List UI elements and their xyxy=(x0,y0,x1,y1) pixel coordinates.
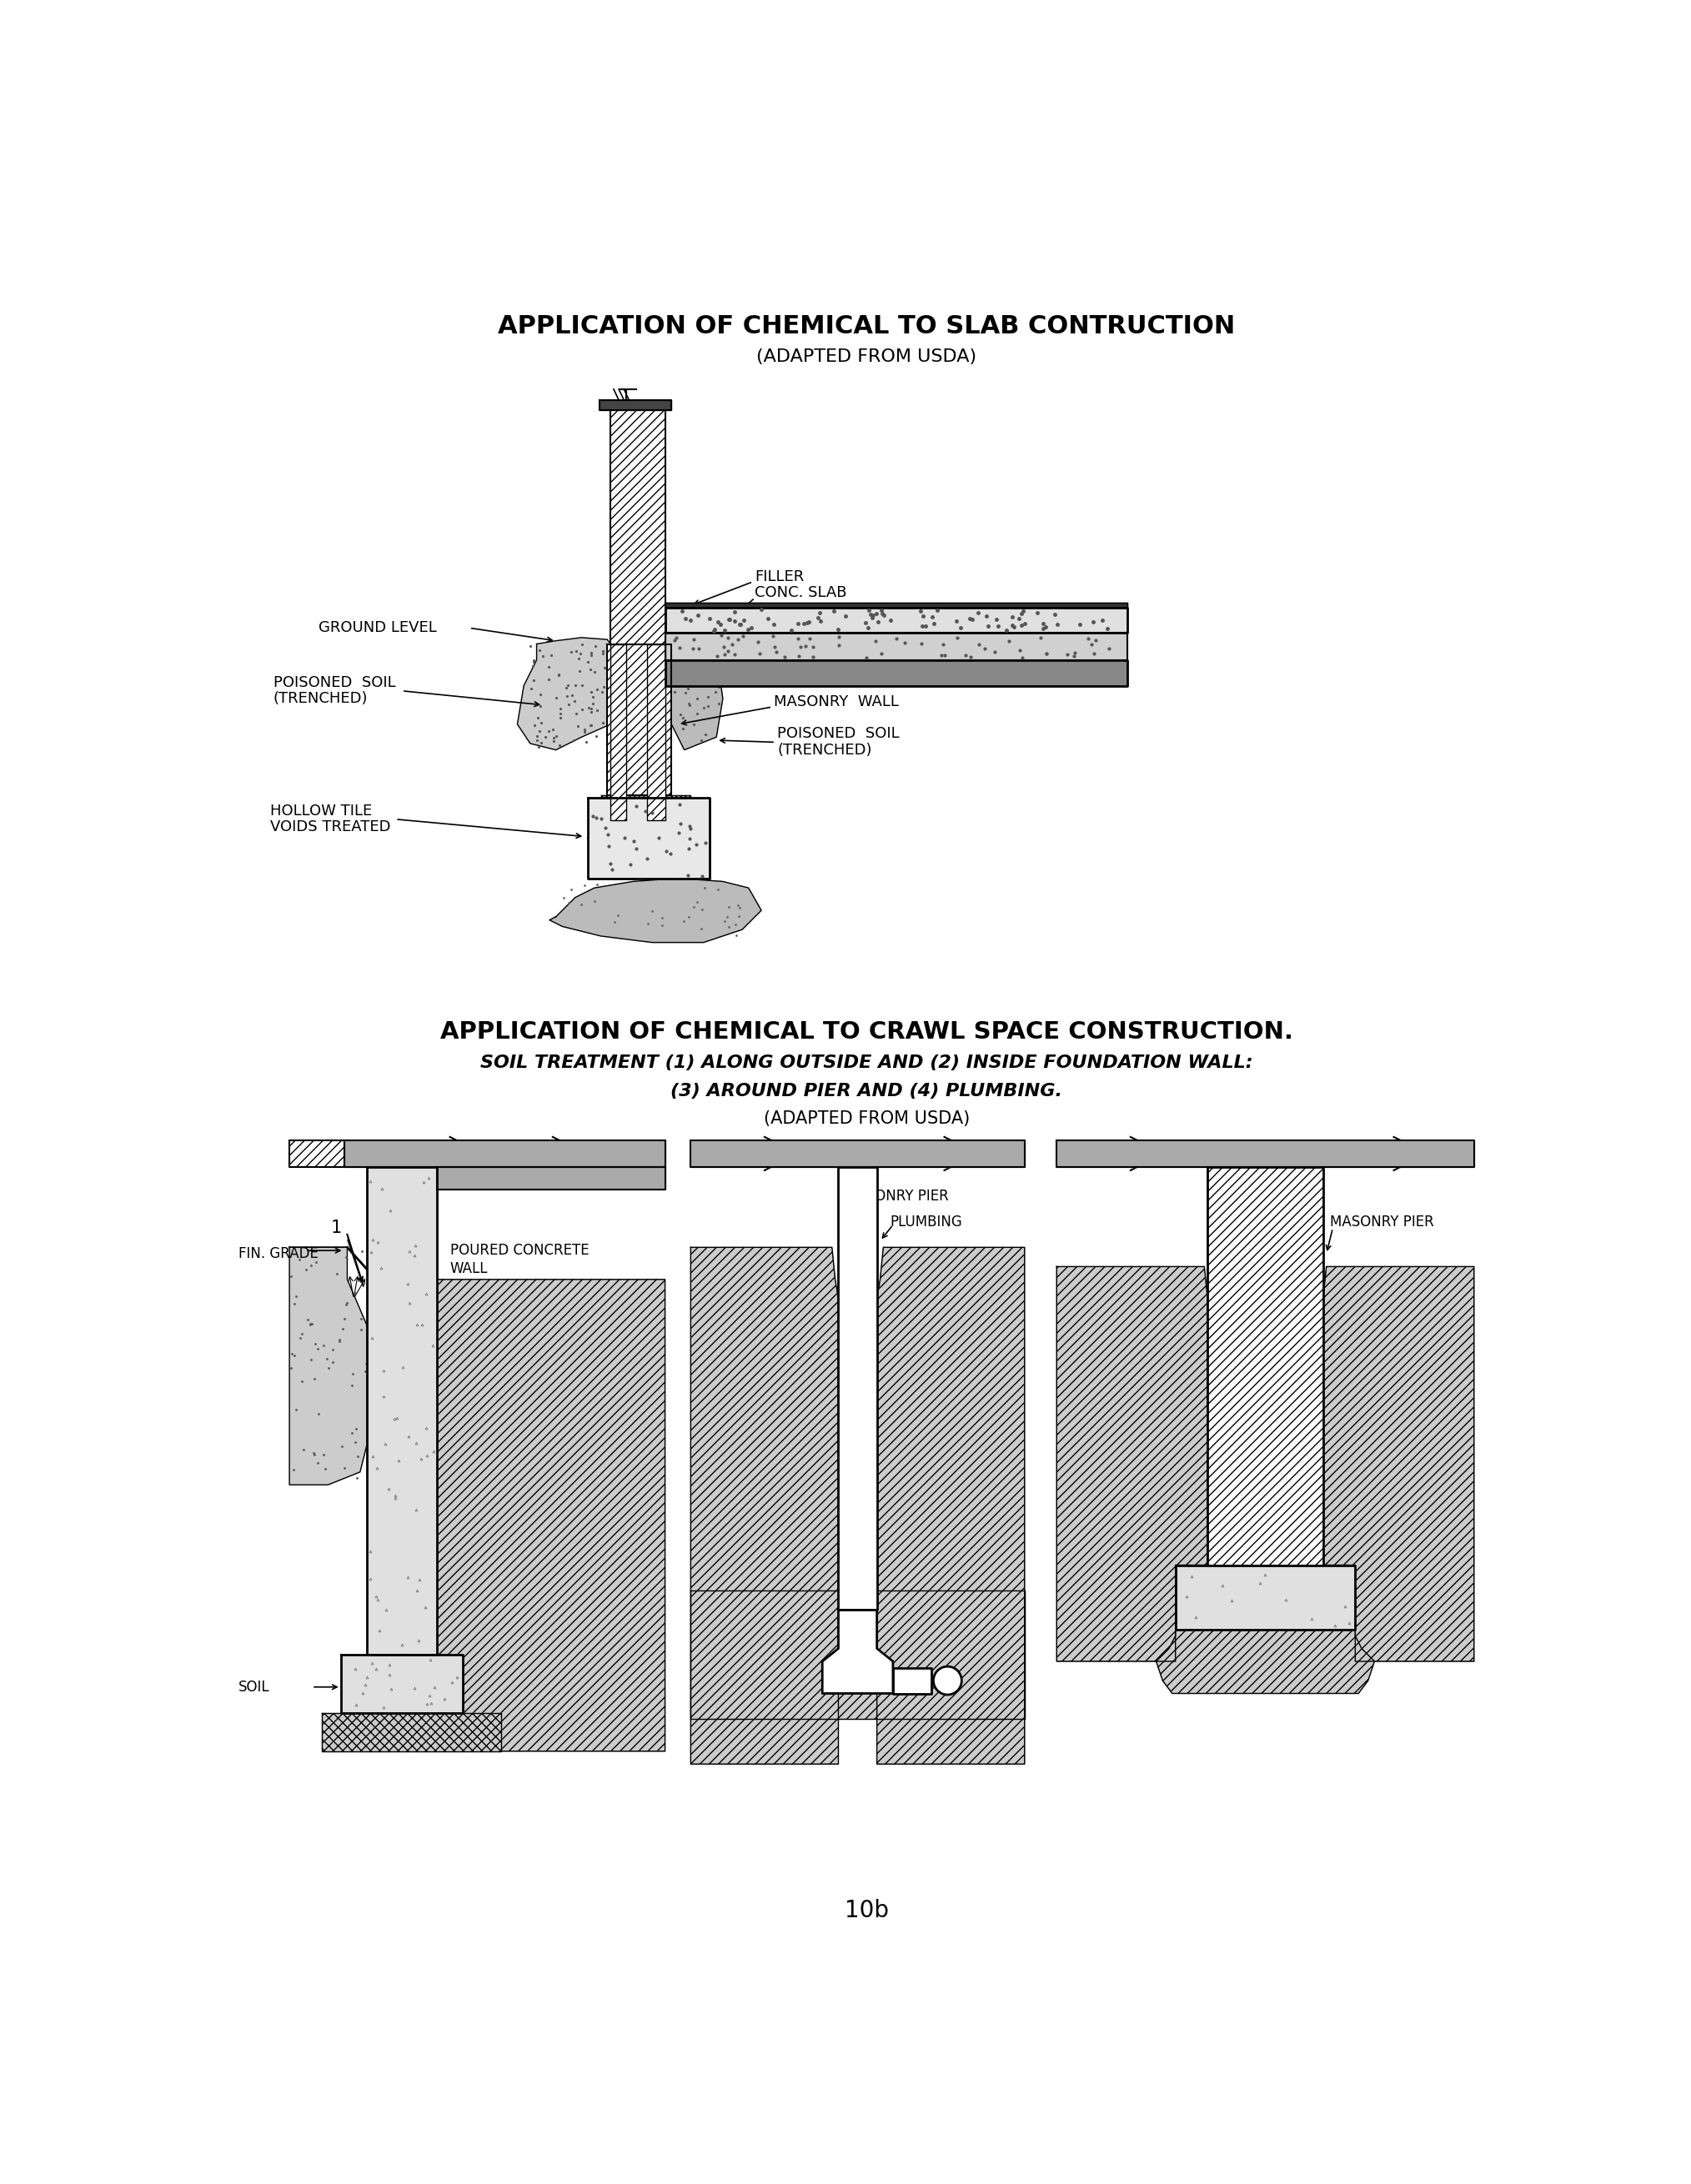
Text: HOLLOW TILE: HOLLOW TILE xyxy=(271,804,372,819)
Polygon shape xyxy=(1322,1267,1475,1662)
Text: POISONED  SOIL: POISONED SOIL xyxy=(778,727,900,740)
Polygon shape xyxy=(690,1140,1025,1166)
Polygon shape xyxy=(1175,1566,1354,1629)
Polygon shape xyxy=(690,1247,839,1765)
Polygon shape xyxy=(610,404,665,644)
Polygon shape xyxy=(550,878,761,943)
Text: MASONRY  WALL: MASONRY WALL xyxy=(774,695,900,710)
Text: 3: 3 xyxy=(1140,1524,1152,1542)
Text: FIN. GRADE: FIN. GRADE xyxy=(238,1247,318,1262)
Polygon shape xyxy=(436,1166,665,1190)
Polygon shape xyxy=(600,795,690,797)
Text: APPLICATION OF CHEMICAL TO CRAWL SPACE CONSTRUCTION.: APPLICATION OF CHEMICAL TO CRAWL SPACE C… xyxy=(440,1020,1294,1044)
Polygon shape xyxy=(665,607,1128,633)
Text: (ADAPTED FROM USDA): (ADAPTED FROM USDA) xyxy=(756,349,977,365)
Polygon shape xyxy=(665,603,1128,607)
Text: FILLER: FILLER xyxy=(754,570,805,583)
Text: GROUND LEVEL: GROUND LEVEL xyxy=(318,620,436,636)
Polygon shape xyxy=(517,638,610,749)
Polygon shape xyxy=(607,644,671,795)
Text: 2: 2 xyxy=(457,1304,467,1319)
Text: POURED CONCRETE: POURED CONCRETE xyxy=(450,1243,588,1258)
Polygon shape xyxy=(610,644,626,821)
Polygon shape xyxy=(436,1280,665,1752)
Text: PLUMBING: PLUMBING xyxy=(1253,1188,1324,1203)
Text: 4: 4 xyxy=(910,1557,920,1572)
Polygon shape xyxy=(648,644,665,821)
Text: APPLICATION OF CHEMICAL TO SLAB CONTRUCTION: APPLICATION OF CHEMICAL TO SLAB CONTRUCT… xyxy=(497,314,1236,339)
Polygon shape xyxy=(665,633,722,749)
Polygon shape xyxy=(610,644,626,821)
Polygon shape xyxy=(1207,1166,1322,1566)
Polygon shape xyxy=(600,400,671,411)
Text: (TRENCHED): (TRENCHED) xyxy=(274,690,369,705)
Text: MASONRY PIER: MASONRY PIER xyxy=(1329,1214,1434,1230)
Text: 4: 4 xyxy=(774,1557,785,1572)
Text: VOIDS TREATED: VOIDS TREATED xyxy=(271,819,391,834)
Text: PLUMBING: PLUMBING xyxy=(889,1214,962,1230)
Text: POISONED  SOIL: POISONED SOIL xyxy=(274,675,396,690)
Polygon shape xyxy=(690,1590,1025,1719)
Text: (TRENCHED): (TRENCHED) xyxy=(778,743,873,758)
Text: WALL: WALL xyxy=(450,1260,489,1275)
Polygon shape xyxy=(342,1655,463,1712)
Polygon shape xyxy=(1157,1629,1375,1693)
Text: 1: 1 xyxy=(331,1219,342,1236)
Polygon shape xyxy=(436,1280,665,1752)
Polygon shape xyxy=(1157,1629,1375,1693)
Polygon shape xyxy=(607,644,671,795)
Polygon shape xyxy=(1057,1267,1207,1662)
Polygon shape xyxy=(289,1140,343,1166)
Polygon shape xyxy=(878,1247,1025,1765)
Polygon shape xyxy=(367,1166,436,1655)
Text: MASONRY PIER: MASONRY PIER xyxy=(846,1188,949,1203)
Text: POISONED SOIL: POISONED SOIL xyxy=(781,640,898,655)
Polygon shape xyxy=(878,1247,1025,1765)
Text: SOIL: SOIL xyxy=(238,1679,269,1695)
Text: SOIL TREATMENT (1) ALONG OUTSIDE AND (2) INSIDE FOUNDATION WALL:: SOIL TREATMENT (1) ALONG OUTSIDE AND (2)… xyxy=(480,1055,1253,1072)
Polygon shape xyxy=(610,404,665,644)
Polygon shape xyxy=(289,1140,343,1166)
Polygon shape xyxy=(665,660,1128,686)
Polygon shape xyxy=(588,797,710,878)
Polygon shape xyxy=(321,1712,501,1752)
Polygon shape xyxy=(893,1669,932,1693)
Text: (ADAPTED FROM USDA): (ADAPTED FROM USDA) xyxy=(764,1112,969,1127)
Polygon shape xyxy=(839,1166,878,1610)
Polygon shape xyxy=(648,644,665,821)
Circle shape xyxy=(933,1666,962,1695)
Polygon shape xyxy=(1057,1140,1475,1166)
Polygon shape xyxy=(690,1590,1025,1719)
Text: (3) AROUND PIER AND (4) PLUMBING.: (3) AROUND PIER AND (4) PLUMBING. xyxy=(671,1083,1062,1101)
Text: 3: 3 xyxy=(1390,1524,1402,1542)
Polygon shape xyxy=(822,1610,893,1693)
Polygon shape xyxy=(665,633,1128,660)
Polygon shape xyxy=(1057,1267,1207,1662)
Polygon shape xyxy=(1207,1166,1322,1566)
Text: 10b: 10b xyxy=(844,1898,889,1922)
Polygon shape xyxy=(321,1712,501,1752)
Polygon shape xyxy=(289,1247,375,1485)
Text: CONC. SLAB: CONC. SLAB xyxy=(754,585,847,601)
Polygon shape xyxy=(343,1140,665,1166)
Polygon shape xyxy=(690,1247,839,1765)
Polygon shape xyxy=(600,795,690,797)
Polygon shape xyxy=(1322,1267,1475,1662)
